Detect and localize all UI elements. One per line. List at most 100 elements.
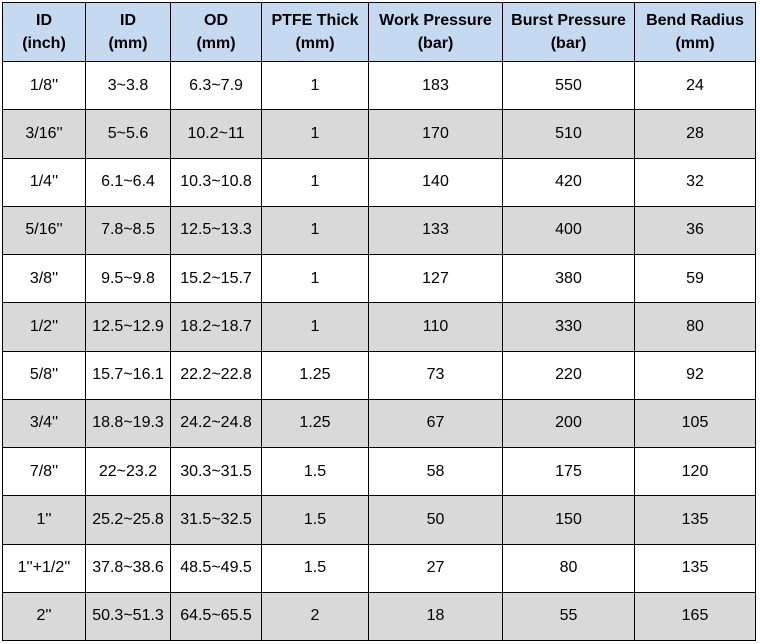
table-row: 2'' 50.3~51.3 64.5~65.5 2 18 55 165 (2, 591, 756, 642)
table-row: 3/4'' 18.8~19.3 24.2~24.8 1.25 67 200 105 (2, 398, 756, 449)
cell-id-inch: 7/8'' (2, 446, 86, 497)
cell-bend-radius: 36 (634, 205, 756, 256)
cell-id-mm: 7.8~8.5 (85, 205, 171, 256)
cell-id-mm: 12.5~12.9 (85, 302, 171, 352)
cell-od-mm: 24.2~24.8 (170, 398, 262, 449)
cell-id-inch: 2'' (2, 591, 86, 642)
cell-id-mm: 22~23.2 (85, 446, 171, 497)
cell-id-inch: 1/2'' (2, 302, 86, 352)
cell-work-pressure: 18 (368, 591, 503, 642)
column-header-label: Work Pressure (379, 12, 492, 29)
cell-od-mm: 10.2~11 (170, 109, 262, 159)
cell-work-pressure: 73 (368, 350, 503, 400)
table-row: 1/8'' 3~3.8 6.3~7.9 1 183 550 24 (2, 60, 756, 111)
cell-id-inch: 1/4'' (2, 157, 86, 207)
cell-od-mm: 15.2~15.7 (170, 253, 262, 304)
cell-id-inch: 3/16'' (2, 109, 86, 159)
column-header-ptfe-thick: PTFE Thick (mm) (261, 2, 369, 62)
column-header-label: ID (36, 12, 52, 29)
column-header-label: OD (204, 12, 228, 29)
cell-id-mm: 18.8~19.3 (85, 398, 171, 449)
cell-id-mm: 3~3.8 (85, 60, 171, 111)
column-header-od-mm: OD (mm) (170, 2, 262, 62)
column-header-label: PTFE Thick (271, 12, 359, 29)
table-row: 1'' 25.2~25.8 31.5~32.5 1.5 50 150 135 (2, 495, 756, 545)
cell-bend-radius: 28 (634, 109, 756, 159)
column-header-unit: (mm) (108, 35, 148, 52)
cell-ptfe-thick: 1.25 (261, 350, 369, 400)
cell-id-inch: 3/4'' (2, 398, 86, 449)
cell-od-mm: 22.2~22.8 (170, 350, 262, 400)
cell-ptfe-thick: 1 (261, 253, 369, 304)
cell-id-inch: 1''+1/2'' (2, 543, 86, 593)
cell-id-inch: 1/8'' (2, 60, 86, 111)
cell-id-mm: 6.1~6.4 (85, 157, 171, 207)
column-header-unit: (mm) (196, 35, 236, 52)
cell-burst-pressure: 510 (502, 109, 635, 159)
cell-ptfe-thick: 1 (261, 109, 369, 159)
table-row: 1''+1/2'' 37.8~38.6 48.5~49.5 1.5 27 80 135 (2, 543, 756, 593)
cell-ptfe-thick: 2 (261, 591, 369, 642)
column-header-unit: (bar) (550, 35, 587, 52)
column-header-burst-pressure: Burst Pressure (bar) (502, 2, 635, 62)
cell-bend-radius: 165 (634, 591, 756, 642)
cell-id-mm: 25.2~25.8 (85, 495, 171, 545)
cell-ptfe-thick: 1 (261, 302, 369, 352)
cell-burst-pressure: 175 (502, 446, 635, 497)
cell-work-pressure: 140 (368, 157, 503, 207)
column-header-unit: (mm) (295, 35, 335, 52)
cell-id-mm: 15.7~16.1 (85, 350, 171, 400)
cell-bend-radius: 92 (634, 350, 756, 400)
cell-ptfe-thick: 1.25 (261, 398, 369, 449)
cell-burst-pressure: 55 (502, 591, 635, 642)
cell-od-mm: 10.3~10.8 (170, 157, 262, 207)
column-header-unit: (bar) (417, 35, 454, 52)
cell-work-pressure: 110 (368, 302, 503, 352)
cell-burst-pressure: 330 (502, 302, 635, 352)
cell-ptfe-thick: 1 (261, 60, 369, 111)
column-header-id-mm: ID (mm) (85, 2, 171, 62)
cell-id-inch: 1'' (2, 495, 86, 545)
cell-bend-radius: 59 (634, 253, 756, 304)
cell-id-mm: 5~5.6 (85, 109, 171, 159)
column-header-id-inch: ID (inch) (2, 2, 86, 62)
cell-id-mm: 37.8~38.6 (85, 543, 171, 593)
cell-od-mm: 64.5~65.5 (170, 591, 262, 642)
cell-od-mm: 6.3~7.9 (170, 60, 262, 111)
header-row: ID (inch) ID (mm) OD (mm) PTFE Thick (mm) Work P… (2, 2, 756, 62)
table-row: 1/4'' 6.1~6.4 10.3~10.8 1 140 420 32 (2, 157, 756, 207)
cell-burst-pressure: 150 (502, 495, 635, 545)
column-header-unit: (inch) (22, 35, 66, 52)
cell-id-inch: 5/16'' (2, 205, 86, 256)
cell-burst-pressure: 420 (502, 157, 635, 207)
cell-ptfe-thick: 1 (261, 205, 369, 256)
table-body: 1/8'' 3~3.8 6.3~7.9 1 183 550 24 3/16'' 5~5.6 10.… (2, 60, 756, 642)
cell-od-mm: 12.5~13.3 (170, 205, 262, 256)
cell-work-pressure: 50 (368, 495, 503, 545)
cell-burst-pressure: 200 (502, 398, 635, 449)
cell-id-inch: 5/8'' (2, 350, 86, 400)
cell-work-pressure: 170 (368, 109, 503, 159)
table-row: 3/16'' 5~5.6 10.2~11 1 170 510 28 (2, 109, 756, 159)
table-row: 3/8'' 9.5~9.8 15.2~15.7 1 127 380 59 (2, 253, 756, 304)
column-header-label: ID (120, 12, 136, 29)
cell-od-mm: 30.3~31.5 (170, 446, 262, 497)
cell-work-pressure: 127 (368, 253, 503, 304)
cell-work-pressure: 67 (368, 398, 503, 449)
cell-od-mm: 18.2~18.7 (170, 302, 262, 352)
cell-burst-pressure: 400 (502, 205, 635, 256)
cell-work-pressure: 133 (368, 205, 503, 256)
cell-work-pressure: 183 (368, 60, 503, 111)
table-row: 1/2'' 12.5~12.9 18.2~18.7 1 110 330 80 (2, 302, 756, 352)
cell-ptfe-thick: 1.5 (261, 446, 369, 497)
column-header-bend-radius: Bend Radius (mm) (634, 2, 756, 62)
cell-work-pressure: 27 (368, 543, 503, 593)
cell-ptfe-thick: 1 (261, 157, 369, 207)
cell-id-mm: 50.3~51.3 (85, 591, 171, 642)
cell-burst-pressure: 550 (502, 60, 635, 111)
cell-burst-pressure: 220 (502, 350, 635, 400)
cell-bend-radius: 105 (634, 398, 756, 449)
table-row: 7/8'' 22~23.2 30.3~31.5 1.5 58 175 120 (2, 446, 756, 497)
column-header-label: Burst Pressure (511, 12, 626, 29)
